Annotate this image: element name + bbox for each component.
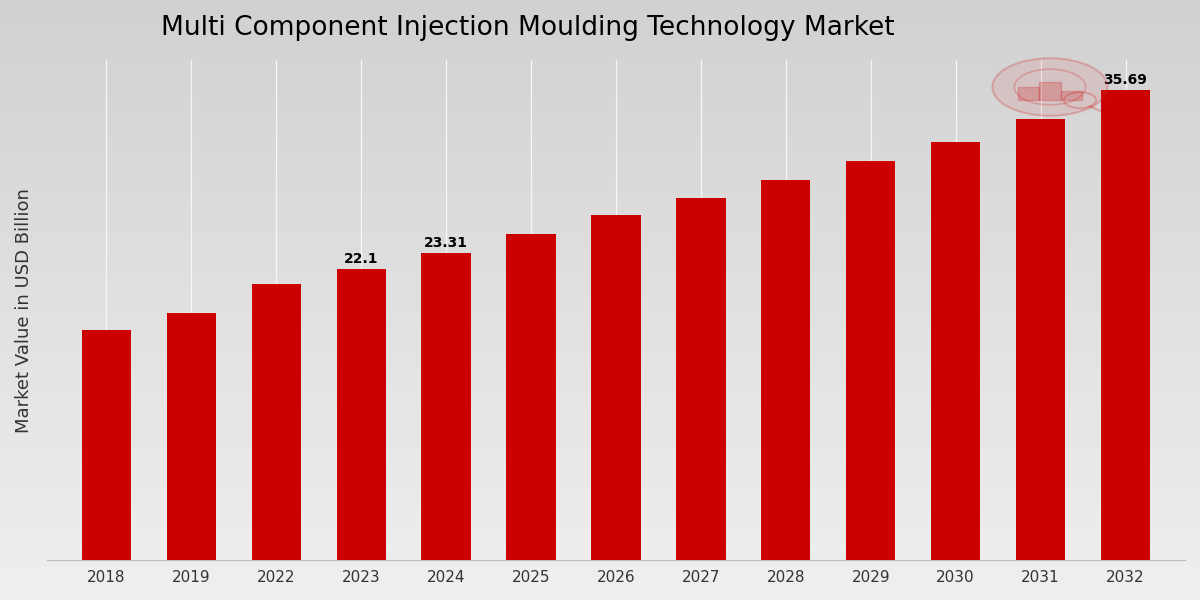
Text: 23.31: 23.31 xyxy=(424,236,468,250)
Text: 35.69: 35.69 xyxy=(1104,73,1147,87)
Y-axis label: Market Value in USD Billion: Market Value in USD Billion xyxy=(14,188,34,433)
Bar xyxy=(761,180,810,560)
Bar xyxy=(1016,119,1066,560)
Bar xyxy=(931,142,980,560)
Bar xyxy=(846,161,895,560)
Text: Multi Component Injection Moulding Technology Market: Multi Component Injection Moulding Techn… xyxy=(161,15,894,41)
Bar xyxy=(167,313,216,560)
Bar xyxy=(506,234,556,560)
Bar xyxy=(677,198,726,560)
Bar xyxy=(592,215,641,560)
Bar xyxy=(421,253,470,560)
Bar xyxy=(252,284,301,560)
Text: 22.1: 22.1 xyxy=(344,252,378,266)
Bar xyxy=(82,330,131,560)
Bar xyxy=(1100,91,1150,560)
Bar xyxy=(336,269,385,560)
